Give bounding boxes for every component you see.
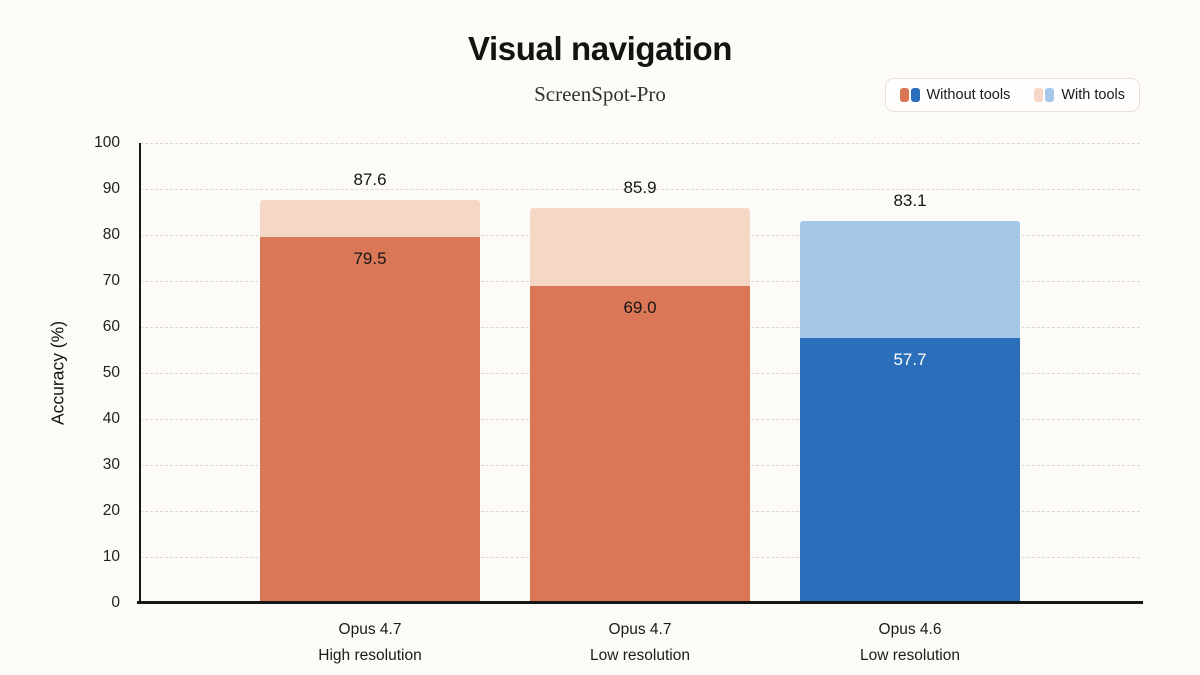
- legend-item: Without tools: [899, 87, 1011, 103]
- y-tick-label: 20: [102, 502, 120, 519]
- y-axis-labels: 0 10 20 30 40 50 60 70 80 90 100: [0, 134, 128, 611]
- bar-without-tools: [260, 237, 480, 603]
- bar-without-tools: [530, 285, 750, 603]
- y-tick-label: 40: [102, 410, 120, 427]
- y-tick-label: 50: [102, 364, 120, 381]
- value-label-with-tools: 87.6: [353, 170, 387, 190]
- x-axis-line: [137, 601, 1143, 604]
- value-label-without-tools: 79.5: [353, 249, 387, 269]
- x-axis-label: Opus 4.6 Low resolution: [860, 617, 960, 668]
- value-label-without-tools: 57.7: [893, 349, 927, 369]
- chart-subtitle: ScreenSpot-Pro: [534, 82, 666, 106]
- gridline: [140, 189, 1140, 190]
- y-tick-label: 90: [102, 180, 120, 197]
- legend-swatch-color: [899, 88, 909, 102]
- bar-group: 83.1 57.7: [800, 143, 1020, 603]
- legend-label: Without tools: [926, 87, 1011, 103]
- bar-group: 85.9 69.0: [530, 143, 750, 603]
- y-tick-label: 30: [102, 456, 120, 473]
- x-axis-label-line: High resolution: [318, 646, 422, 664]
- x-axis-label-line: Low resolution: [590, 646, 690, 664]
- chart-title: Visual navigation: [468, 30, 732, 67]
- bar-without-tools: [800, 337, 1020, 603]
- y-tick-label: 60: [102, 318, 120, 335]
- gridline: [140, 143, 1140, 144]
- legend-swatch-color: [910, 88, 920, 102]
- x-axis-label: Opus 4.7 Low resolution: [590, 617, 690, 668]
- x-axis-label-line: Opus 4.6: [878, 621, 942, 638]
- plot-area: 87.6 79.5 85.9 69.0 83.1 57.7: [140, 143, 1140, 603]
- y-tick-label: 70: [102, 272, 120, 289]
- legend-swatch-color: [1034, 88, 1044, 102]
- value-label-with-tools: 83.1: [893, 190, 927, 210]
- legend: Without tools With tools: [884, 78, 1140, 112]
- value-label-without-tools: 69.0: [623, 297, 657, 317]
- value-label-with-tools: 85.9: [623, 177, 657, 197]
- legend-swatch: [899, 88, 920, 102]
- y-tick-label: 100: [94, 134, 120, 151]
- x-axis-label-line: Opus 4.7: [608, 621, 672, 638]
- legend-item: With tools: [1034, 87, 1125, 103]
- y-tick-label: 0: [111, 594, 120, 611]
- y-axis-line: [139, 143, 141, 603]
- x-axis-label-line: Low resolution: [860, 646, 960, 664]
- legend-swatch-color: [1045, 88, 1055, 102]
- y-tick-label: 10: [102, 548, 120, 565]
- x-axis-label-line: Opus 4.7: [338, 621, 402, 638]
- legend-label: With tools: [1061, 87, 1125, 103]
- y-tick-label: 80: [102, 226, 120, 243]
- x-axis-label: Opus 4.7 High resolution: [318, 617, 421, 668]
- bar-group: 87.6 79.5: [260, 143, 480, 603]
- legend-swatch: [1034, 88, 1055, 102]
